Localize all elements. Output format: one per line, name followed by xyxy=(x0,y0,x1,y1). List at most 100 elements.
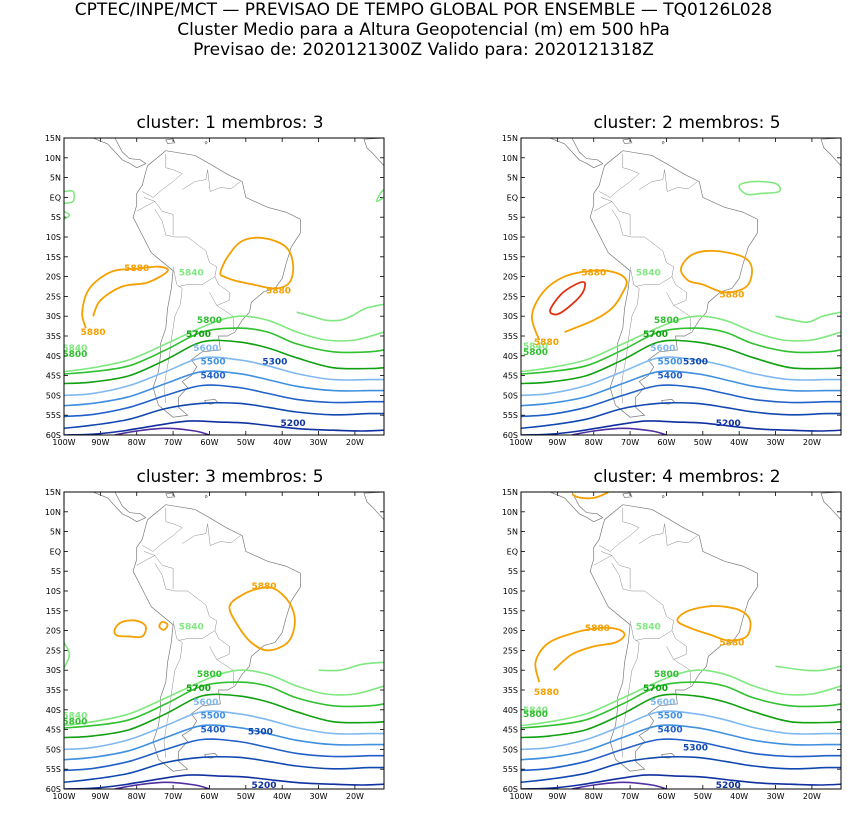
lon-tick-label: 30W xyxy=(309,438,327,447)
lat-tick-label: 30S xyxy=(503,666,518,675)
lat-tick-label: 10N xyxy=(45,154,61,163)
contour-label: 5880 xyxy=(581,269,606,279)
lat-tick-label: 15S xyxy=(503,253,518,262)
lat-tick-label: 10N xyxy=(502,154,518,163)
contour-label: 5880 xyxy=(251,582,276,592)
lon-tick-label: 20W xyxy=(803,792,821,801)
lat-tick-label: 5N xyxy=(507,174,518,183)
contour-5500 xyxy=(64,370,384,407)
contour-label: 5800 xyxy=(654,670,679,680)
contour-label: 5300 xyxy=(683,743,708,753)
lat-tick-label: 5S xyxy=(51,213,61,222)
border-line xyxy=(666,276,687,306)
central-america-coast xyxy=(64,138,147,169)
contour-5840 xyxy=(375,188,384,203)
contour-label: 5500 xyxy=(658,712,683,722)
contour-5880 xyxy=(228,586,296,652)
lon-tick-label: 50W xyxy=(237,792,255,801)
border-line xyxy=(209,276,230,306)
contour-5100 xyxy=(571,427,667,435)
contour-label: 5840 xyxy=(636,623,661,633)
island-coast xyxy=(622,492,633,498)
border-line xyxy=(593,201,613,212)
contour-label: 5400 xyxy=(658,372,683,382)
border-line xyxy=(611,209,632,238)
lat-tick-label: 15S xyxy=(46,607,61,616)
contour-label: 5880 xyxy=(124,264,149,274)
contour-label: 5880 xyxy=(266,286,291,296)
lat-tick-label: 30S xyxy=(46,312,61,321)
country-borders xyxy=(136,153,241,404)
lon-tick-label: 80W xyxy=(585,438,603,447)
contour-5840 xyxy=(64,315,384,373)
island-coast xyxy=(165,492,176,498)
contour-label: 5840 xyxy=(62,712,87,722)
contour-5400 xyxy=(521,384,841,418)
contour-5600 xyxy=(521,356,841,397)
border-line xyxy=(154,209,175,238)
contour-label: 5600 xyxy=(193,344,218,354)
island-coast xyxy=(661,140,665,145)
contour-label: 5700 xyxy=(186,330,211,340)
lat-tick-label: 20S xyxy=(503,273,518,282)
lat-tick-label: 10S xyxy=(46,233,61,242)
border-line xyxy=(136,201,156,212)
contour-5700 xyxy=(521,339,841,385)
lon-tick-label: 100W xyxy=(509,792,532,801)
contour-5800 xyxy=(521,327,841,375)
lat-tick-label: 30S xyxy=(503,312,518,321)
contour-5840 xyxy=(296,303,384,322)
contour-5840 xyxy=(775,665,841,672)
contour-label: 5700 xyxy=(643,684,668,694)
contour-5840 xyxy=(318,661,384,672)
lat-tick-label: 25S xyxy=(503,646,518,655)
border-line xyxy=(216,305,234,331)
map-plot: 15N 10N 5N EQ 5S 10S 15S 20S 25S 30S 35S 40S 45S 50S 5… xyxy=(502,134,842,447)
contour-label: 5840 xyxy=(523,706,548,716)
contour-5840 xyxy=(64,669,384,727)
lat-tick-label: 35S xyxy=(46,686,61,695)
border-line xyxy=(664,169,698,192)
lat-tick-label: 30S xyxy=(46,666,61,675)
border-line xyxy=(599,153,640,198)
island-coast xyxy=(661,494,665,499)
contour-5200 xyxy=(64,420,384,435)
contour-5800 xyxy=(521,681,841,729)
map-panel-cluster-1: cluster: 1 membros: 3 15N 10N 5N EQ 5S 10S 15S… xyxy=(30,113,430,473)
contour-5800 xyxy=(64,327,384,375)
contour-label: 5600 xyxy=(650,344,675,354)
header-line-2: Cluster Medio para a Altura Geopotencial… xyxy=(177,20,670,40)
border-line xyxy=(142,507,183,552)
contour-label: 5600 xyxy=(193,698,218,708)
contour-label: 5200 xyxy=(251,781,276,791)
contour-label: 5300 xyxy=(683,358,708,368)
contour-5880 xyxy=(81,265,169,329)
lon-tick-label: 30W xyxy=(309,792,327,801)
contour-label: 5500 xyxy=(658,358,683,368)
contour-label: 5500 xyxy=(201,712,226,722)
lon-tick-label: 50W xyxy=(694,792,712,801)
lat-tick-label: 55S xyxy=(46,765,61,774)
border-line xyxy=(620,620,640,758)
africa-coast xyxy=(820,492,841,521)
contour-5100 xyxy=(114,427,210,435)
contour-5600 xyxy=(64,710,384,751)
lon-tick-label: 60W xyxy=(200,792,218,801)
border-line xyxy=(154,563,175,592)
lat-tick-label: 40S xyxy=(46,706,61,715)
lon-tick-label: 20W xyxy=(346,438,364,447)
contour-5100 xyxy=(114,781,210,789)
contour-label: 5300 xyxy=(248,728,273,738)
lon-tick-label: 90W xyxy=(548,792,566,801)
south-america-coast xyxy=(132,504,301,772)
contour-label: 5800 xyxy=(523,710,548,720)
lon-tick-label: 20W xyxy=(803,438,821,447)
lon-tick-label: 60W xyxy=(200,438,218,447)
lon-tick-label: 90W xyxy=(548,438,566,447)
border-line xyxy=(143,197,174,235)
lon-tick-label: 70W xyxy=(164,438,182,447)
contour-label: 5800 xyxy=(654,316,679,326)
contour-label: 5880 xyxy=(585,624,610,634)
lat-tick-label: 5N xyxy=(507,528,518,537)
lon-tick-label: 60W xyxy=(657,792,675,801)
